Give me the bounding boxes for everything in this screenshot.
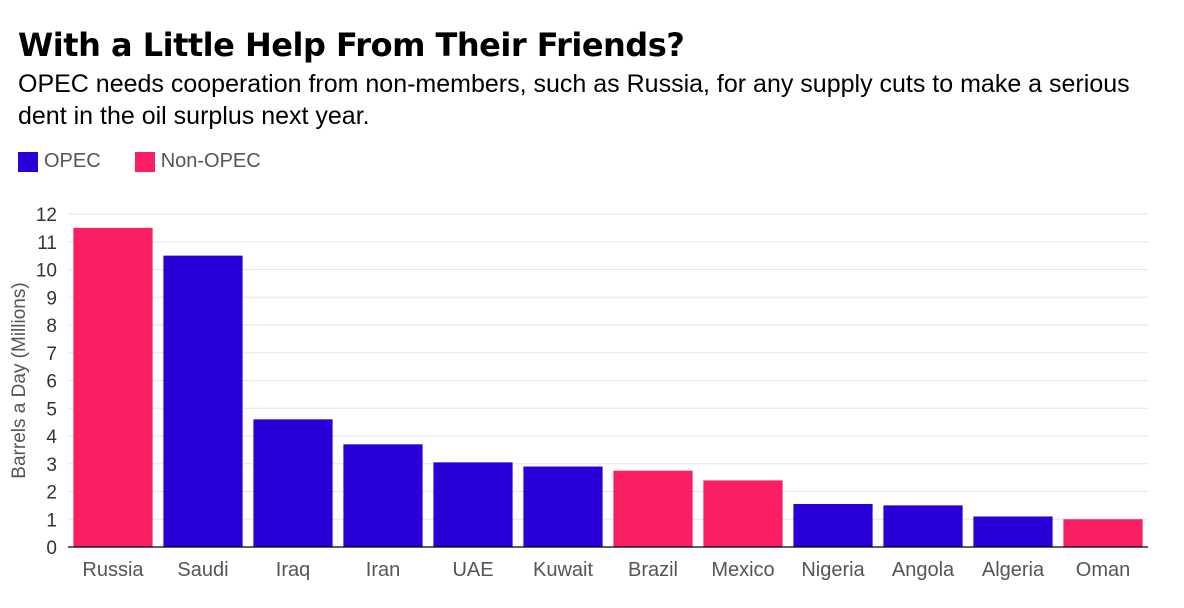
y-tick-label: 0 xyxy=(46,538,57,559)
bar-nigeria xyxy=(793,503,873,547)
y-tick-label: 11 xyxy=(37,233,57,254)
y-tick-label: 4 xyxy=(46,427,57,448)
x-tick-label: Oman xyxy=(1076,559,1130,581)
legend-item-opec: OPEC xyxy=(18,150,101,173)
y-tick-label: 12 xyxy=(36,205,57,226)
y-tick-label: 8 xyxy=(46,316,57,337)
bar-mexico xyxy=(703,480,783,547)
chart-subtitle: OPEC needs cooperation from non-members,… xyxy=(18,70,1130,130)
x-tick-label: Mexico xyxy=(711,559,774,581)
y-tick-label: 10 xyxy=(36,261,57,282)
x-tick-label: Russia xyxy=(82,559,144,581)
x-tick-label: Iraq xyxy=(276,559,310,581)
x-tick-label: Angola xyxy=(892,559,955,581)
y-tick-label: 9 xyxy=(46,288,57,309)
bar-kuwait xyxy=(523,466,603,547)
y-tick-label: 1 xyxy=(46,510,57,531)
legend-swatch-non-opec xyxy=(134,151,155,172)
y-tick-label: 7 xyxy=(46,344,57,365)
bar-iran xyxy=(343,444,423,547)
legend-label-opec: OPEC xyxy=(44,150,101,172)
y-tick-label: 6 xyxy=(46,372,57,393)
x-tick-label: Kuwait xyxy=(533,559,593,581)
legend-swatch-opec xyxy=(18,151,38,172)
bar-oman xyxy=(1063,519,1143,547)
x-tick-label: Nigeria xyxy=(801,559,865,581)
x-tick-label: Brazil xyxy=(628,559,678,581)
legend: OPEC Non-OPEC xyxy=(18,150,261,173)
y-tick-label: 3 xyxy=(46,455,57,476)
bar-angola xyxy=(883,505,963,547)
chart-title: With a Little Help From Their Friends? xyxy=(18,26,685,64)
bar-brazil xyxy=(613,470,693,547)
bar-saudi xyxy=(163,255,243,547)
x-tick-label: Saudi xyxy=(177,559,228,581)
x-tick-label: Algeria xyxy=(982,559,1045,581)
legend-item-non-opec: Non-OPEC xyxy=(134,150,261,173)
x-tick-label: UAE xyxy=(452,559,493,581)
y-tick-label: 5 xyxy=(46,399,57,420)
y-tick-label: 2 xyxy=(46,483,57,504)
bar-uae xyxy=(433,462,513,547)
bar-iraq xyxy=(253,419,333,547)
x-tick-label: Iran xyxy=(366,559,400,581)
y-axis-title: Barrels a Day (Millions) xyxy=(9,282,30,478)
bar-russia xyxy=(73,227,153,547)
legend-label-non-opec: Non-OPEC xyxy=(160,150,261,172)
bar-algeria xyxy=(973,516,1053,547)
